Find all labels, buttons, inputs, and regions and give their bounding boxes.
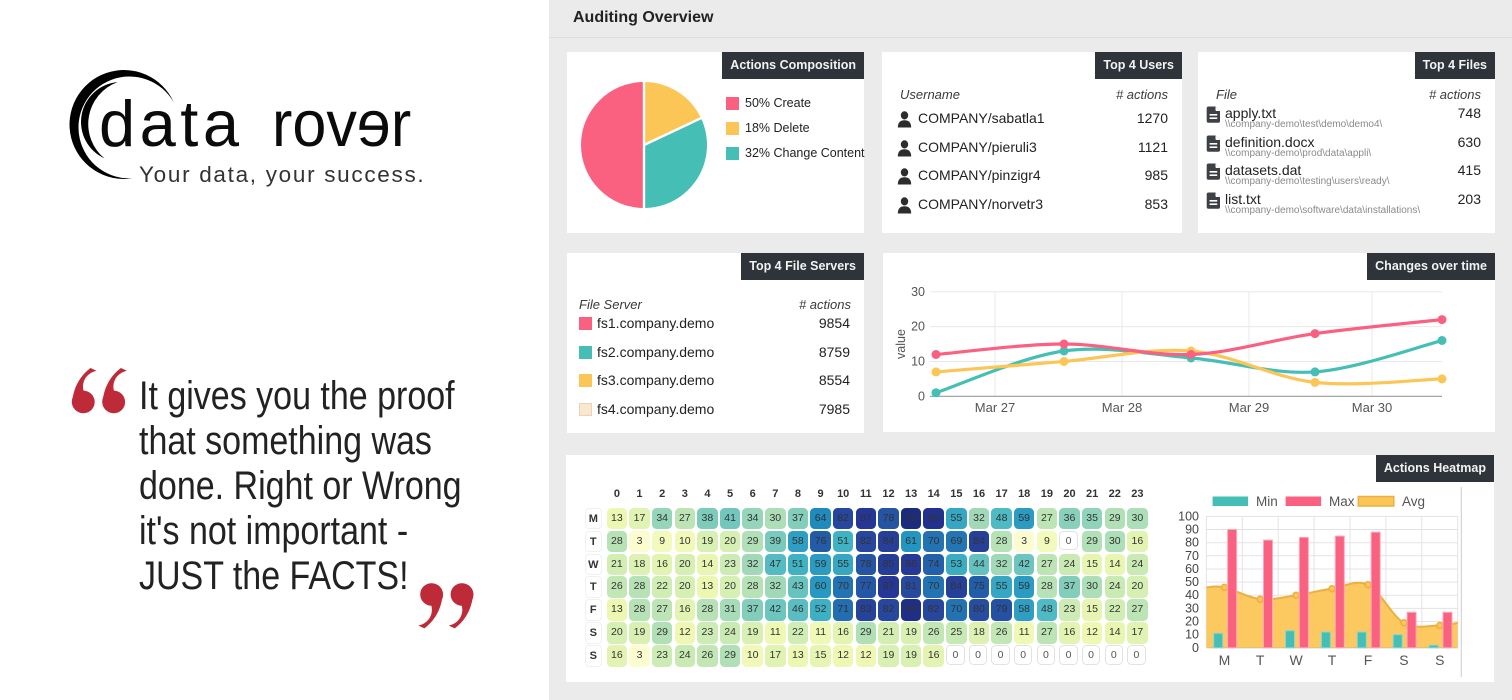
svg-text:0: 0	[918, 389, 925, 403]
svg-text:40: 40	[1185, 588, 1199, 602]
svg-text:100: 100	[1178, 509, 1199, 523]
svg-text:90: 90	[1185, 523, 1199, 537]
svg-text:T: T	[1256, 652, 1265, 668]
svg-text:Mar 29: Mar 29	[1229, 400, 1269, 415]
svg-text:Max: Max	[1329, 494, 1355, 509]
svg-text:Mar 28: Mar 28	[1102, 400, 1142, 415]
svg-text:T: T	[1328, 652, 1337, 668]
svg-text:30: 30	[1185, 601, 1199, 615]
svg-text:0: 0	[1192, 641, 1199, 655]
svg-text:30: 30	[911, 285, 925, 299]
svg-text:20: 20	[911, 320, 925, 334]
svg-text:60: 60	[1185, 562, 1199, 576]
svg-text:Mar 30: Mar 30	[1352, 400, 1392, 415]
svg-text:S: S	[1435, 652, 1444, 668]
svg-text:F: F	[1364, 652, 1373, 668]
svg-text:20: 20	[1185, 615, 1199, 629]
svg-text:10: 10	[1185, 628, 1199, 642]
svg-text:80: 80	[1185, 536, 1199, 550]
svg-text:10: 10	[911, 355, 925, 369]
svg-text:W: W	[1289, 652, 1303, 668]
svg-text:Avg: Avg	[1402, 494, 1425, 509]
svg-text:S: S	[1399, 652, 1408, 668]
svg-text:value: value	[894, 329, 908, 359]
svg-text:70: 70	[1185, 549, 1199, 563]
svg-text:M: M	[1219, 652, 1231, 668]
svg-text:Mar 27: Mar 27	[975, 400, 1015, 415]
svg-text:50: 50	[1185, 575, 1199, 589]
svg-text:Min: Min	[1256, 494, 1278, 509]
